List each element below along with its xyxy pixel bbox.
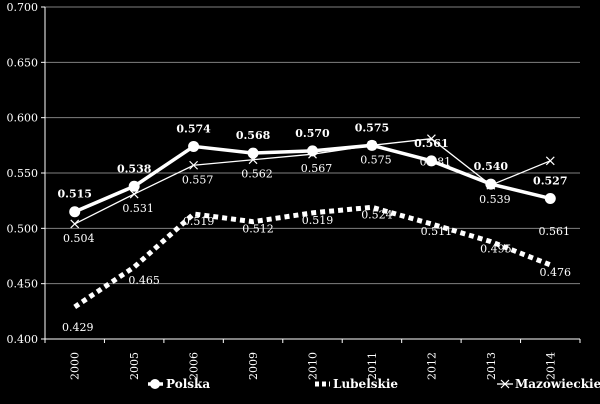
x-tick-label: 2009 xyxy=(247,352,260,380)
grid xyxy=(45,6,580,340)
data-label-lubelskie: 0.465 xyxy=(128,274,160,287)
marker-polska xyxy=(425,155,437,167)
data-label-polska: 0.570 xyxy=(295,127,330,140)
marker-polska xyxy=(366,139,378,151)
data-label-polska: 0.561 xyxy=(414,137,448,150)
x-tick-label: 2006 xyxy=(188,352,201,380)
legend-label-mazowieckie: Mazowieckie xyxy=(515,377,600,391)
marker-polska xyxy=(544,192,556,204)
legend-label-polska: Polska xyxy=(166,377,210,391)
data-label-mazowieckie: 0.562 xyxy=(241,168,273,181)
data-label-polska: 0.574 xyxy=(176,122,211,135)
data-label-polska: 0.568 xyxy=(236,129,271,142)
y-tick-label: 0.400 xyxy=(7,333,39,346)
data-labels: 0.515 0.538 0.574 0.568 0.570 0.575 0.561 0.540… xyxy=(57,121,571,334)
data-label-polska: 0.515 xyxy=(57,188,91,201)
data-label-polska: 0.538 xyxy=(117,162,152,175)
marker-polska xyxy=(69,206,81,218)
y-tick-label: 0.600 xyxy=(7,112,39,125)
legend: Polska Lubelskie Mazowieckie xyxy=(148,377,600,391)
data-label-mazowieckie: 0.539 xyxy=(479,193,511,206)
data-label-mazowieckie: 0.531 xyxy=(122,202,154,215)
series-line-lubelskie xyxy=(73,204,552,309)
data-label-mazowieckie: 0.561 xyxy=(539,225,571,238)
data-label-lubelskie: 0.495 xyxy=(480,243,512,256)
data-label-lubelskie: 0.429 xyxy=(62,321,94,334)
data-label-lubelskie: 0.519 xyxy=(302,214,334,227)
legend-marker-mazowieckie xyxy=(500,379,510,389)
y-tick-label: 0.450 xyxy=(7,278,39,291)
series xyxy=(69,134,556,309)
marker-mazowieckie xyxy=(70,219,80,229)
y-tick-label: 0.700 xyxy=(7,1,39,14)
marker-mazowieckie xyxy=(545,156,555,166)
data-label-mazowieckie: 0.504 xyxy=(63,232,95,245)
data-label-lubelskie: 0.519 xyxy=(183,215,215,228)
y-tick-label: 0.650 xyxy=(7,56,39,69)
data-label-mazowieckie: 0.575 xyxy=(360,153,392,166)
x-tick-label: 2000 xyxy=(69,352,82,380)
data-label-mazowieckie: 0.581 xyxy=(420,156,452,169)
data-label-polska: 0.575 xyxy=(355,121,389,134)
y-tick-label: 0.550 xyxy=(7,167,39,180)
x-tick-label: 2010 xyxy=(307,352,320,380)
x-tick-label: 2013 xyxy=(485,352,498,380)
axes: 0.400 0.450 0.500 0.550 0.600 0.650 0.700 2000 2… xyxy=(7,1,581,380)
marker-mazowieckie xyxy=(189,160,199,170)
x-tick-label: 2011 xyxy=(366,352,379,380)
data-label-polska: 0.527 xyxy=(533,174,567,187)
legend-label-lubelskie: Lubelskie xyxy=(333,377,398,391)
marker-mazowieckie xyxy=(129,189,139,199)
data-label-mazowieckie: 0.557 xyxy=(182,173,214,186)
data-label-lubelskie: 0.476 xyxy=(540,266,572,279)
marker-polska xyxy=(307,145,318,157)
legend-marker-polska xyxy=(150,379,160,389)
data-label-mazowieckie: 0.567 xyxy=(301,162,333,175)
x-tick-label: 2014 xyxy=(544,352,557,380)
data-label-polska: 0.540 xyxy=(474,160,509,173)
data-label-lubelskie: 0.524 xyxy=(361,208,393,221)
marker-polska xyxy=(188,140,200,152)
x-tick-label: 2012 xyxy=(425,352,438,380)
marker-polska xyxy=(485,178,497,190)
marker-mazowieckie xyxy=(426,134,436,144)
y-tick-label: 0.500 xyxy=(7,222,39,235)
x-tick-label: 2005 xyxy=(128,352,141,380)
marker-polska xyxy=(128,180,140,192)
data-label-lubelskie: 0.512 xyxy=(242,223,274,236)
data-label-lubelskie: 0.511 xyxy=(421,225,453,238)
marker-polska xyxy=(247,147,259,159)
